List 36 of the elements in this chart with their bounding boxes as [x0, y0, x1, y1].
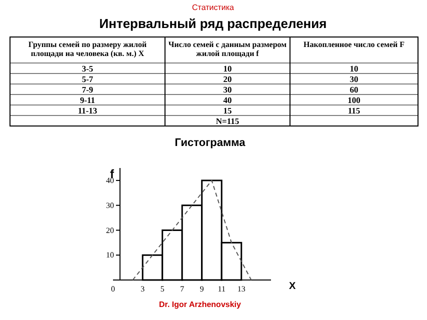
x-tick-label: 5	[160, 284, 164, 294]
text: 7-9	[82, 84, 94, 94]
category-label: Накопленное число семей F	[304, 40, 405, 49]
category-label: Число семей с данным размером жилой площади f	[168, 40, 288, 58]
text: 5-7	[82, 74, 94, 84]
text: 10	[350, 64, 358, 74]
x-tick-label: 0	[111, 284, 115, 294]
x-tick-label: 9	[200, 284, 204, 294]
text: 40	[223, 95, 232, 105]
text: 20	[223, 74, 232, 84]
text: 30	[350, 74, 358, 84]
y-tick-label: 10	[106, 250, 114, 260]
text: 11-13	[78, 106, 98, 116]
chart-title: Гистограмма	[174, 137, 246, 149]
text: Интервальный ряд распределения	[99, 16, 327, 31]
category-label: Группы семей по размеру жилой площади на человека (кв. м.) X	[28, 40, 147, 58]
x-tick-label: 11	[218, 284, 226, 294]
text: 9-11	[80, 95, 96, 105]
text: 15	[223, 106, 232, 116]
x-axis-title: X	[289, 281, 296, 292]
text: Dr. Igor Arzhenovskiy	[159, 300, 242, 309]
x-tick-label: 7	[180, 284, 184, 294]
y-tick-label: 30	[106, 200, 114, 210]
text: 115	[348, 106, 360, 116]
text: 30	[223, 84, 232, 94]
y-tick-label: 40	[106, 176, 114, 186]
text: 3-5	[82, 64, 94, 74]
text: N=115	[216, 116, 240, 126]
text: 10	[223, 64, 232, 74]
line-series	[132, 180, 252, 280]
text: 100	[348, 95, 360, 105]
x-tick-label: 3	[140, 284, 145, 294]
text: 60	[350, 84, 358, 94]
y-tick-label: 20	[106, 226, 114, 235]
text: Статистика	[192, 3, 235, 12]
x-tick-label: 13	[237, 284, 246, 294]
